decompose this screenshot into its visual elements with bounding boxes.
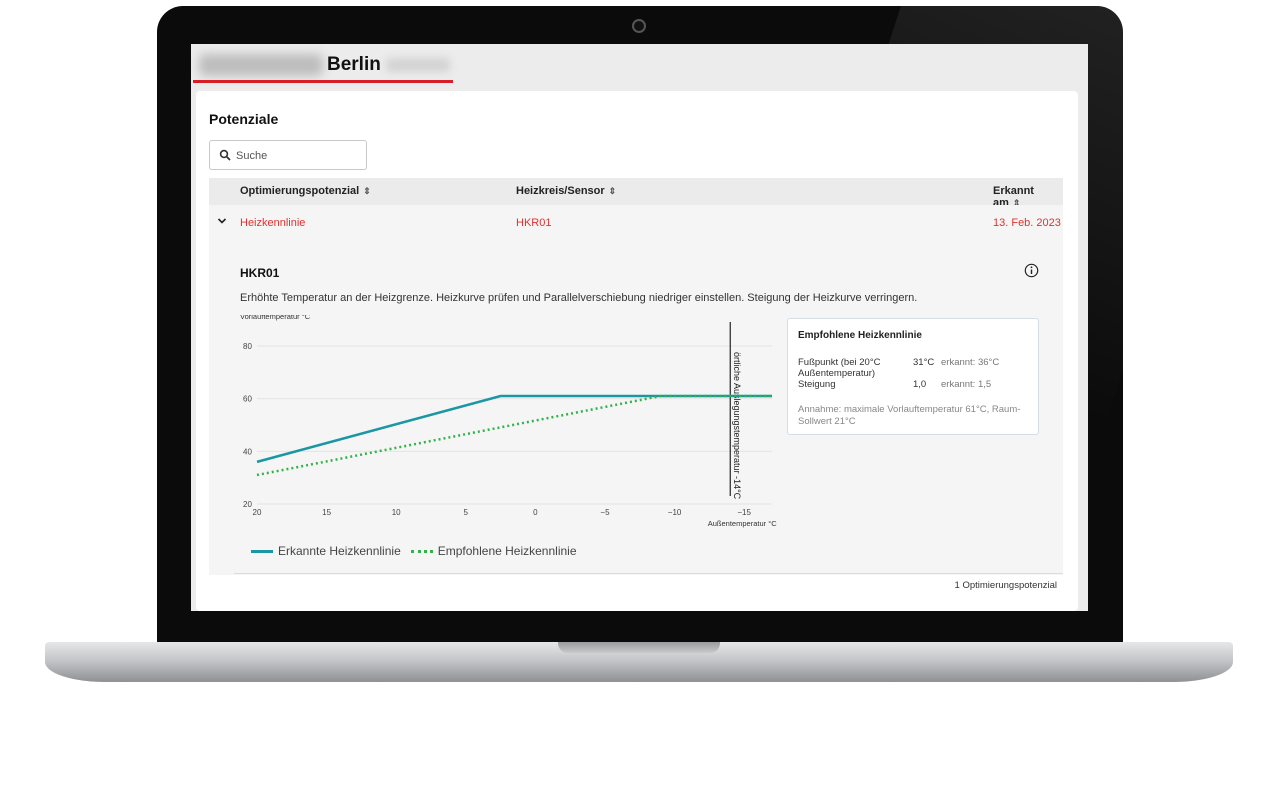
base-point-detected: erkannt: 36°C: [941, 357, 1000, 368]
legend-swatch-detected: [251, 549, 273, 553]
detected-curve-line: [256, 394, 772, 464]
x-axis-label: Außentemperatur °C: [708, 519, 777, 528]
x-tick-label: 15: [322, 508, 331, 517]
y-axis-label: Vorlauftemperatur °C: [240, 315, 311, 321]
chevron-down-icon[interactable]: [217, 216, 227, 226]
cell-circuit[interactable]: HKR01: [516, 217, 552, 229]
base-point-value: 31°C: [913, 357, 935, 368]
assumption-note: Annahme: maximale Vorlauftemperatur 61°C…: [798, 404, 1021, 427]
recommendation-card: Empfohlene Heizkennlinie Fußpunkt (bei 2…: [787, 318, 1039, 435]
redacted-text: [386, 58, 450, 72]
base-point-label: Fußpunkt (bei 20°C Außentemperatur): [798, 357, 881, 379]
design-temperature-label: örtliche Auslegungstemperatur -14°C: [732, 352, 742, 500]
slope-label: Steigung: [798, 379, 836, 390]
sort-icon[interactable]: ⇕: [608, 186, 617, 196]
x-tick-label: −15: [737, 508, 751, 517]
info-icon[interactable]: [1024, 263, 1039, 278]
x-tick-label: −5: [600, 508, 610, 517]
detail-divider: [234, 573, 1063, 574]
chart-legend: Erkannte Heizkennlinie Empfohlene Heizke…: [251, 544, 577, 558]
search-box[interactable]: [209, 140, 367, 170]
table-row[interactable]: Heizkennlinie HKR01 13. Feb. 2023: [209, 205, 1063, 240]
detail-title: HKR01: [240, 266, 280, 280]
heating-curve-chart: Vorlauftemperatur °C 20 40 60 80 20 15 10 5 0 −5 −1…: [240, 315, 777, 528]
y-tick-label: 80: [243, 342, 252, 351]
slope-detected: erkannt: 1,5: [941, 379, 992, 390]
screen: Berlin Potenziale Optimierungspotenzial⇕…: [191, 44, 1088, 611]
row-detail: HKR01 Erhöhte Temperatur an der Heizgren…: [209, 240, 1063, 575]
table-header: Optimierungspotenzial ⇕ Heizkreis/Sensor ⇕…: [209, 178, 1063, 209]
laptop-base: [45, 642, 1233, 682]
x-tick-label: −10: [668, 508, 682, 517]
y-tick-label: 60: [243, 395, 252, 404]
cell-potential[interactable]: Heizkennlinie: [240, 217, 306, 229]
x-tick-label: 0: [533, 508, 538, 517]
x-tick-label: 10: [392, 508, 401, 517]
sort-icon[interactable]: ⇕: [1012, 198, 1021, 208]
search-icon: [219, 149, 231, 161]
slope-value: 1,0: [913, 379, 927, 390]
column-header-potential[interactable]: Optimierungspotenzial ⇕: [240, 185, 371, 197]
y-tick-label: 40: [243, 447, 252, 456]
search-input[interactable]: [236, 147, 362, 164]
results-count: 1 Optimierungspotenzial: [954, 580, 1057, 591]
potentials-panel: Potenziale Optimierungspotenzial⇕ Heizkr…: [196, 91, 1078, 611]
column-label: Heizkreis/Sensor: [516, 185, 605, 197]
legend-label-detected: Erkannte Heizkennlinie: [278, 544, 401, 558]
header-city: Berlin: [327, 54, 381, 75]
header: Berlin: [191, 44, 1088, 88]
y-tick-label: 20: [243, 500, 252, 509]
header-underline: [193, 80, 453, 83]
column-label: Optimierungspotenzial: [240, 185, 360, 197]
recommended-curve-line: [256, 394, 772, 477]
column-header-circuit[interactable]: Heizkreis/Sensor ⇕: [516, 185, 616, 197]
page-title: Potenziale: [209, 111, 279, 127]
detail-description: Erhöhte Temperatur an der Heizgrenze. He…: [240, 292, 918, 304]
legend-swatch-recommended: [410, 549, 433, 553]
laptop-notch: [558, 642, 720, 653]
redacted-text: [199, 54, 323, 76]
camera: [632, 19, 646, 33]
cell-date: 13. Feb. 2023: [993, 217, 1061, 229]
sort-icon[interactable]: ⇕: [363, 186, 371, 196]
legend-label-recommended: Empfohlene Heizkennlinie: [437, 544, 577, 558]
x-tick-label: 5: [464, 508, 469, 517]
recommendation-title: Empfohlene Heizkennlinie: [798, 330, 922, 341]
x-tick-label: 20: [253, 508, 262, 517]
